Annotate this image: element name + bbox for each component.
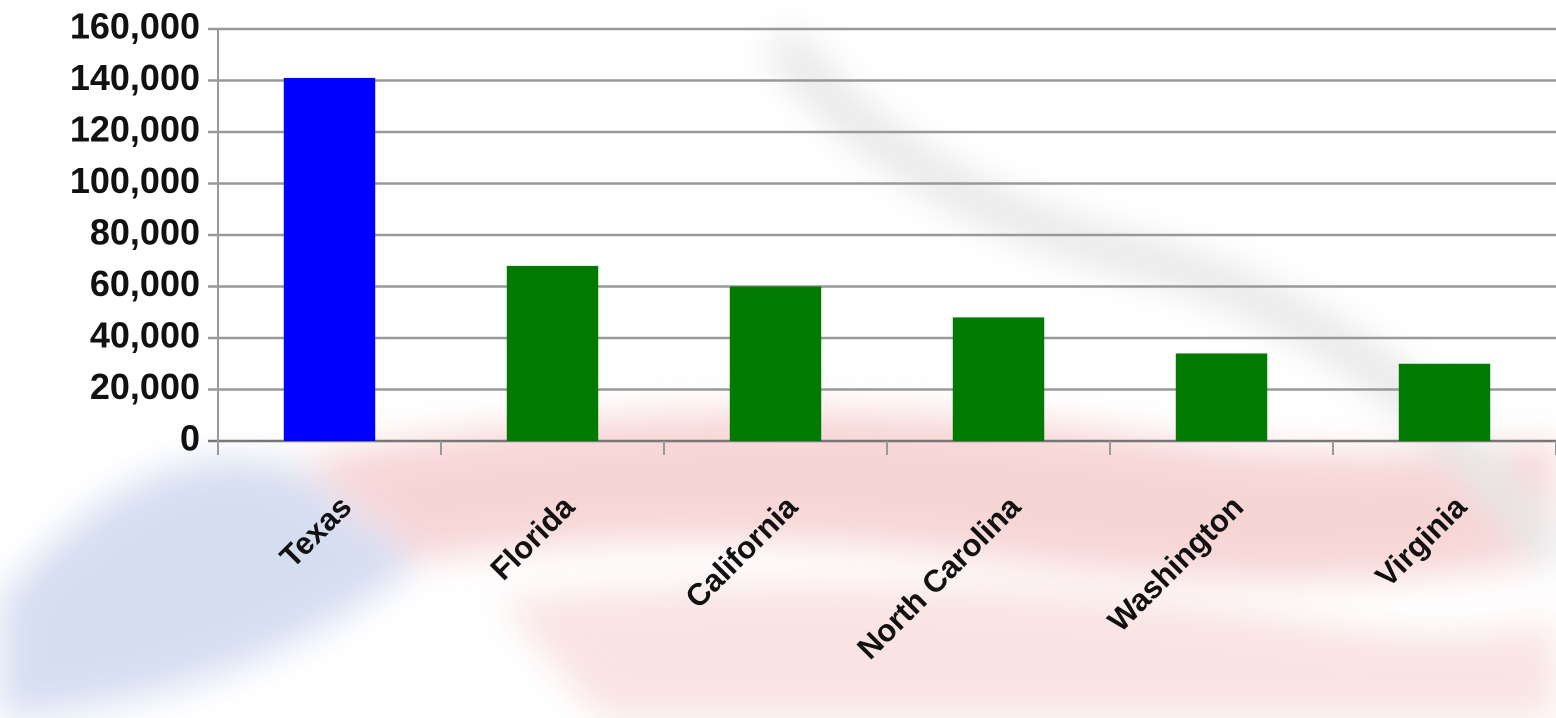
y-tick-label: 20,000 bbox=[90, 366, 200, 407]
y-tick-label: 60,000 bbox=[90, 263, 200, 304]
y-tick-label: 80,000 bbox=[90, 212, 200, 253]
bar bbox=[1398, 363, 1491, 441]
y-tick-label: 0 bbox=[180, 418, 200, 459]
y-tick-label: 120,000 bbox=[70, 109, 200, 150]
y-tick-label: 100,000 bbox=[70, 160, 200, 201]
y-tick-label: 160,000 bbox=[70, 6, 200, 47]
bar bbox=[729, 286, 822, 441]
bar bbox=[506, 265, 599, 441]
y-tick-label: 40,000 bbox=[90, 315, 200, 356]
bar bbox=[952, 317, 1045, 441]
bar bbox=[1175, 353, 1268, 441]
bar bbox=[283, 77, 376, 442]
y-tick-label: 140,000 bbox=[70, 57, 200, 98]
